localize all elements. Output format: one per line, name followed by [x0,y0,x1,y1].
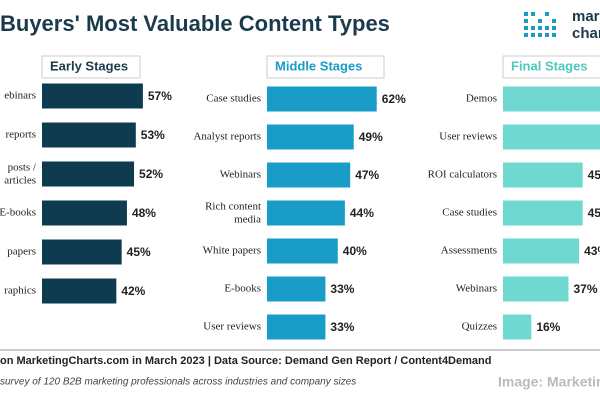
bar [503,162,583,188]
value-label: 45% [588,206,600,220]
category-label: Webinars [220,169,261,181]
logo: mark chart [524,8,600,42]
category-label: Assessments [441,245,497,257]
value-label: 44% [350,206,374,220]
category-label: raphics [4,285,36,297]
bar [503,124,600,150]
bar [267,124,354,150]
category-label: Webinars [456,283,497,295]
value-label: 40% [343,244,367,258]
bar [267,86,377,112]
bar [42,161,135,187]
category-label: Case studies [442,207,497,219]
category-label: Demos [466,93,497,105]
category-label: Analyst reports [193,131,261,143]
stage-header-box [41,55,141,79]
stage-header-box [502,55,600,79]
value-label: 42% [121,284,145,298]
category-label: Case studies [206,93,261,105]
category-label: Rich content media [205,200,261,225]
bar [42,122,136,148]
value-label: 16% [536,320,560,334]
category-label: White papers [203,245,261,257]
category-label: User reviews [203,321,261,333]
watermark: Image: Marketin [498,374,600,390]
bar [503,276,569,302]
chart-title: Buyers' Most Valuable Content Types [0,11,390,36]
stage-header: Final Stages [511,58,588,73]
category-label: E-books [224,283,261,295]
bar [267,276,326,302]
bar [42,239,122,265]
stage-header: Early Stages [50,58,128,73]
category-label: User reviews [439,131,497,143]
value-label: 57% [148,89,172,103]
bar [42,200,127,226]
value-label: 53% [141,128,165,142]
stage-header: Middle Stages [275,58,362,73]
bar [267,162,351,188]
value-label: 62% [382,92,406,106]
bar [267,314,326,340]
category-label: ebinars [4,90,36,102]
value-label: 45% [127,245,151,259]
bar [267,238,338,264]
bar [503,200,583,226]
category-label: posts / articles [4,161,37,186]
stage-header-box [266,55,385,79]
category-label: E-books [0,207,36,219]
value-label: 37% [573,282,597,296]
bar [42,278,117,304]
bar [42,83,143,109]
logo-text: mark [572,8,600,25]
value-label: 33% [330,282,354,296]
value-label: 45% [588,168,600,182]
logo-text: chart [572,25,600,42]
value-label: 47% [355,168,379,182]
value-label: 49% [359,130,383,144]
category-label: reports [5,129,36,141]
category-label: papers [7,246,36,258]
bar [503,86,600,112]
bar [503,238,580,264]
value-label: 33% [330,320,354,334]
bar [267,200,345,226]
value-label: 52% [139,167,163,181]
value-label: 48% [132,206,156,220]
category-label: Quizzes [462,321,497,333]
bar [503,314,532,340]
note: survey of 120 B2B marketing professional… [0,377,356,388]
category-label: ROI calculators [428,169,497,181]
source: on MarketingCharts.com in March 2023 | D… [0,355,491,367]
value-label: 43% [584,244,600,258]
